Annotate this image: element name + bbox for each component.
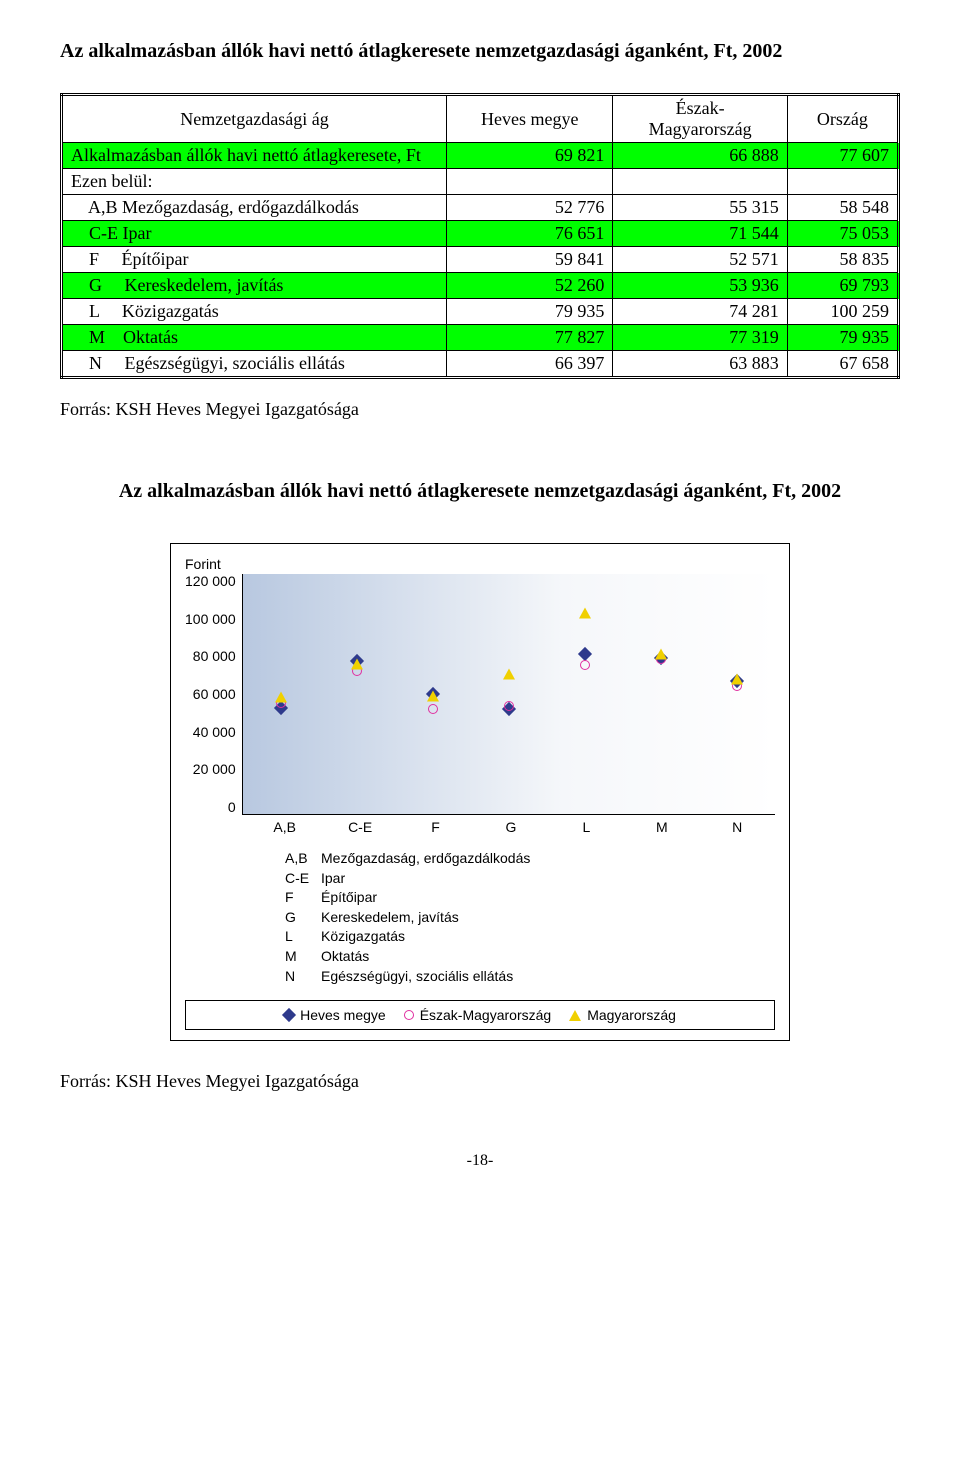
category-legend-item: NEgészségügyi, szociális ellátás — [285, 967, 775, 987]
x-axis: A,BC-EFGLMN — [247, 815, 775, 835]
table-header: Ország — [787, 95, 898, 143]
chart-marker — [578, 647, 592, 661]
row-value: 69 821 — [447, 143, 613, 169]
y-tick: 120 000 — [185, 574, 236, 588]
chart-marker — [428, 704, 438, 714]
row-value: 58 835 — [787, 247, 898, 273]
row-label: N Egészségügyi, szociális ellátás — [62, 351, 447, 378]
category-legend-item: A,BMezőgazdaság, erdőgazdálkodás — [285, 849, 775, 869]
row-label: Ezen belül: — [62, 169, 447, 195]
data-table: Nemzetgazdasági ágHeves megyeÉszak-Magya… — [60, 93, 900, 379]
table-row: F Építőipar59 84152 57158 835 — [62, 247, 899, 273]
row-value: 77 827 — [447, 325, 613, 351]
row-label: C-E Ipar — [62, 221, 447, 247]
row-value: 79 935 — [787, 325, 898, 351]
x-tick: N — [700, 815, 775, 835]
series-legend: Heves megye Észak-Magyarország Magyarorszá… — [185, 1000, 775, 1030]
table-row: Ezen belül: — [62, 169, 899, 195]
category-legend-item: C-EIpar — [285, 869, 775, 889]
plot-area — [242, 574, 775, 815]
chart-marker — [579, 608, 591, 619]
series-legend-item: Heves megye — [284, 1007, 386, 1023]
x-tick: C-E — [322, 815, 397, 835]
table-header: Heves megye — [447, 95, 613, 143]
x-tick: A,B — [247, 815, 322, 835]
x-tick: G — [473, 815, 548, 835]
row-label: Alkalmazásban állók havi nettó átlagkere… — [62, 143, 447, 169]
row-value: 79 935 — [447, 299, 613, 325]
row-value: 52 260 — [447, 273, 613, 299]
circle-icon — [404, 1010, 414, 1020]
x-tick: L — [549, 815, 624, 835]
chart-marker — [503, 669, 515, 680]
table-row: N Egészségügyi, szociális ellátás66 3976… — [62, 351, 899, 378]
y-tick: 100 000 — [185, 612, 236, 626]
series-legend-item: Észak-Magyarország — [404, 1007, 552, 1023]
row-label: L Közigazgatás — [62, 299, 447, 325]
row-value: 66 397 — [447, 351, 613, 378]
page-title: Az alkalmazásban állók havi nettó átlagk… — [60, 40, 900, 63]
table-row: C-E Ipar76 65171 54475 053 — [62, 221, 899, 247]
table-row: M Oktatás77 82777 31979 935 — [62, 325, 899, 351]
row-value: 52 776 — [447, 195, 613, 221]
row-value: 100 259 — [787, 299, 898, 325]
chart-marker — [580, 660, 590, 670]
chart-marker — [655, 649, 667, 660]
row-value: 63 883 — [613, 351, 787, 378]
triangle-icon — [569, 1010, 581, 1021]
y-tick: 40 000 — [185, 725, 236, 739]
chart-marker — [351, 658, 363, 669]
category-legend-item: MOktatás — [285, 947, 775, 967]
row-label: G Kereskedelem, javítás — [62, 273, 447, 299]
chart-container: Forint 120 000 100 000 80 000 60 000 40 000 2… — [170, 543, 790, 1041]
category-legend-item: LKözigazgatás — [285, 927, 775, 947]
chart-marker — [504, 701, 514, 711]
row-value: 76 651 — [447, 221, 613, 247]
table-header: Észak-Magyarország — [613, 95, 787, 143]
table-row: Alkalmazásban állók havi nettó átlagkere… — [62, 143, 899, 169]
page-number: -18- — [60, 1152, 900, 1170]
chart-marker — [731, 673, 743, 684]
y-tick: 80 000 — [185, 649, 236, 663]
row-label: F Építőipar — [62, 247, 447, 273]
table-row: A,B Mezőgazdaság, erdőgazdálkodás52 7765… — [62, 195, 899, 221]
row-value: 59 841 — [447, 247, 613, 273]
row-value: 69 793 — [787, 273, 898, 299]
table-header: Nemzetgazdasági ág — [62, 95, 447, 143]
y-tick: 60 000 — [185, 687, 236, 701]
row-value: 52 571 — [613, 247, 787, 273]
y-tick: 20 000 — [185, 762, 236, 776]
chart-title: Az alkalmazásban állók havi nettó átlagk… — [60, 480, 900, 503]
y-axis: 120 000 100 000 80 000 60 000 40 000 20 000 0 — [185, 574, 242, 814]
row-value: 77 607 — [787, 143, 898, 169]
y-tick: 0 — [185, 800, 236, 814]
category-legend-item: FÉpítőipar — [285, 888, 775, 908]
row-value: 66 888 — [613, 143, 787, 169]
table-row: G Kereskedelem, javítás52 26053 93669 79… — [62, 273, 899, 299]
source-line-2: Forrás: KSH Heves Megyei Igazgatósága — [60, 1071, 900, 1092]
series-legend-item: Magyarország — [569, 1007, 676, 1023]
x-tick: M — [624, 815, 699, 835]
row-label: A,B Mezőgazdaság, erdőgazdálkodás — [62, 195, 447, 221]
row-value: 71 544 — [613, 221, 787, 247]
chart-marker — [275, 691, 287, 702]
category-legend: A,BMezőgazdaság, erdőgazdálkodásC-EIparF… — [285, 849, 775, 986]
row-label: M Oktatás — [62, 325, 447, 351]
x-tick: F — [398, 815, 473, 835]
chart-marker — [427, 691, 439, 702]
source-line-1: Forrás: KSH Heves Megyei Igazgatósága — [60, 399, 900, 420]
table-row: L Közigazgatás79 93574 281100 259 — [62, 299, 899, 325]
diamond-icon — [282, 1008, 296, 1022]
row-value: 75 053 — [787, 221, 898, 247]
row-value: 67 658 — [787, 351, 898, 378]
row-value: 77 319 — [613, 325, 787, 351]
y-axis-label: Forint — [185, 556, 775, 572]
row-value: 58 548 — [787, 195, 898, 221]
row-value: 55 315 — [613, 195, 787, 221]
row-value: 53 936 — [613, 273, 787, 299]
category-legend-item: GKereskedelem, javítás — [285, 908, 775, 928]
row-value: 74 281 — [613, 299, 787, 325]
